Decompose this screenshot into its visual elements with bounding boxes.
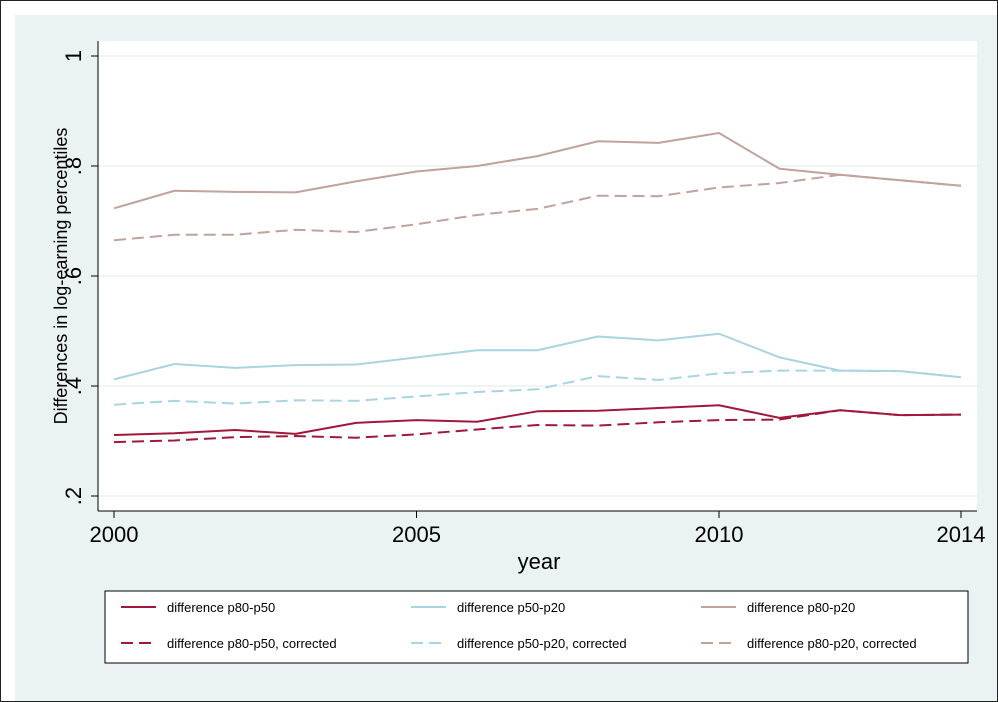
y-tick-label: .6 [61,267,86,285]
y-axis-title: Differences in log-earning percentiles [51,128,71,425]
legend-label: difference p50-p20 [457,600,565,615]
series-line-4 [113,369,962,406]
legend-label: difference p80-p50, corrected [167,636,337,651]
series-line-3 [113,409,962,444]
legend-label: difference p80-p50 [167,600,275,615]
x-axis-title: year [518,549,561,574]
y-tick-label: 1 [61,50,86,62]
legend-label: difference p80-p20 [747,600,855,615]
y-tick-label: .8 [61,157,86,175]
series-line-5 [113,173,962,242]
legend: difference p80-p50 difference p50-p20 diff… [121,600,917,651]
series-lines [113,132,962,444]
grid-lines [98,55,977,497]
x-tick-label: 2000 [90,522,139,547]
x-tick-label: 2014 [937,522,986,547]
series-line-1 [113,332,962,381]
y-axis-ticks: .2 .4 .6 .8 1 [61,50,98,505]
x-tick-label: 2010 [695,522,744,547]
y-tick-label: .4 [61,377,86,395]
series-line-2 [113,132,962,210]
x-tick-label: 2005 [392,522,441,547]
legend-label: difference p50-p20, corrected [457,636,627,651]
legend-label: difference p80-p20, corrected [747,636,917,651]
y-tick-label: .2 [61,487,86,505]
legend-box [104,590,969,664]
x-axis-ticks: 2000 2005 2010 2014 [90,511,986,547]
